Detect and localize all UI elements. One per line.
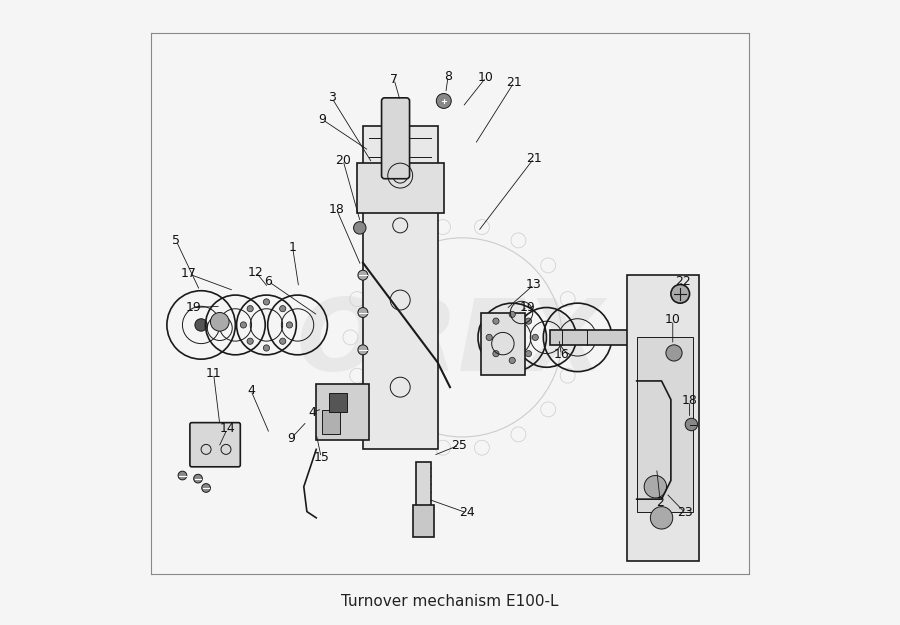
Text: 19: 19 bbox=[185, 301, 202, 314]
Circle shape bbox=[354, 222, 366, 234]
Circle shape bbox=[358, 345, 368, 355]
Circle shape bbox=[202, 484, 211, 492]
Text: 15: 15 bbox=[313, 451, 329, 464]
Bar bbox=[356, 163, 444, 213]
Circle shape bbox=[358, 308, 368, 318]
Circle shape bbox=[526, 318, 532, 324]
Text: 23: 23 bbox=[678, 506, 693, 519]
Circle shape bbox=[178, 471, 187, 480]
Bar bbox=[636, 338, 693, 512]
Circle shape bbox=[493, 351, 500, 357]
Text: 10: 10 bbox=[478, 71, 494, 84]
Text: 1: 1 bbox=[289, 241, 296, 254]
Circle shape bbox=[280, 338, 286, 344]
Circle shape bbox=[670, 284, 689, 303]
Circle shape bbox=[264, 299, 270, 305]
Circle shape bbox=[493, 318, 500, 324]
Circle shape bbox=[666, 345, 682, 361]
Circle shape bbox=[685, 418, 698, 431]
Circle shape bbox=[509, 311, 516, 318]
Text: 18: 18 bbox=[328, 203, 345, 216]
Text: 13: 13 bbox=[526, 278, 542, 291]
Circle shape bbox=[240, 322, 247, 328]
Circle shape bbox=[358, 270, 368, 280]
Text: 17: 17 bbox=[181, 268, 196, 281]
Circle shape bbox=[572, 331, 584, 344]
Circle shape bbox=[532, 334, 538, 341]
Circle shape bbox=[486, 334, 492, 341]
Circle shape bbox=[651, 507, 673, 529]
Circle shape bbox=[248, 338, 253, 344]
Bar bbox=[627, 275, 699, 561]
Text: 19: 19 bbox=[520, 301, 536, 314]
Text: 3: 3 bbox=[328, 91, 336, 104]
Circle shape bbox=[194, 474, 202, 483]
Circle shape bbox=[436, 94, 451, 108]
Circle shape bbox=[286, 322, 292, 328]
Text: 21: 21 bbox=[526, 152, 542, 165]
Text: 16: 16 bbox=[554, 348, 570, 361]
Circle shape bbox=[248, 306, 253, 312]
Text: 18: 18 bbox=[681, 394, 698, 408]
Text: 24: 24 bbox=[459, 506, 474, 519]
Text: Turnover mechanism E100-L: Turnover mechanism E100-L bbox=[341, 594, 559, 609]
Circle shape bbox=[526, 351, 532, 357]
FancyBboxPatch shape bbox=[382, 98, 410, 179]
Circle shape bbox=[195, 319, 207, 331]
Text: 14: 14 bbox=[220, 422, 235, 436]
Text: 4: 4 bbox=[247, 384, 255, 397]
Bar bbox=[316, 384, 369, 440]
Text: 5: 5 bbox=[172, 234, 180, 248]
Bar bbox=[363, 126, 437, 449]
Text: 25: 25 bbox=[452, 439, 467, 451]
Text: 22: 22 bbox=[676, 275, 691, 288]
Circle shape bbox=[211, 312, 230, 331]
Text: 21: 21 bbox=[506, 76, 522, 89]
Text: 10: 10 bbox=[665, 314, 680, 326]
Circle shape bbox=[644, 476, 667, 498]
Bar bbox=[328, 393, 347, 412]
Text: 12: 12 bbox=[248, 266, 264, 279]
Bar bbox=[482, 312, 525, 375]
Text: 9: 9 bbox=[319, 113, 327, 126]
Text: 11: 11 bbox=[206, 367, 221, 380]
Text: 4: 4 bbox=[308, 406, 316, 419]
Circle shape bbox=[280, 306, 286, 312]
Bar bbox=[322, 410, 340, 434]
Text: 2: 2 bbox=[656, 496, 664, 509]
FancyBboxPatch shape bbox=[190, 422, 240, 467]
Text: 8: 8 bbox=[444, 69, 452, 82]
Bar bbox=[550, 330, 630, 345]
Text: 9: 9 bbox=[287, 432, 295, 445]
Bar bbox=[416, 462, 431, 512]
Text: 7: 7 bbox=[390, 72, 398, 86]
Text: OREX: OREX bbox=[296, 295, 604, 392]
Circle shape bbox=[509, 357, 516, 364]
Text: 20: 20 bbox=[335, 154, 351, 166]
Circle shape bbox=[264, 345, 270, 351]
Text: 6: 6 bbox=[265, 275, 272, 288]
Bar bbox=[413, 506, 435, 536]
